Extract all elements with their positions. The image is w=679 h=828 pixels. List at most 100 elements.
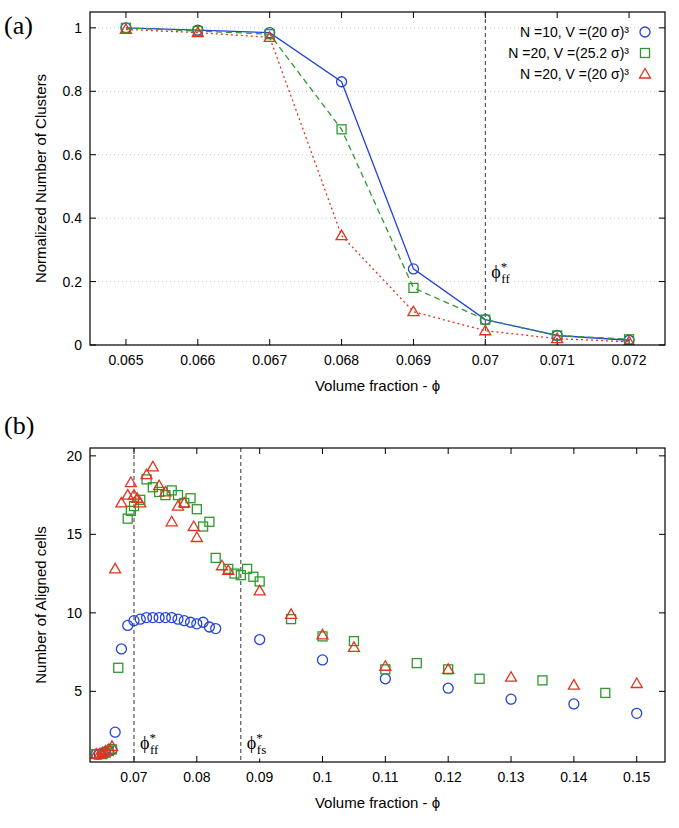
x-tick-label: 0.09 [246,769,273,785]
data-point [408,306,419,316]
x-tick-label: 0.12 [435,769,462,785]
x-tick [322,756,323,762]
data-point [154,480,165,490]
x-tick [557,12,558,18]
data-point [110,563,121,573]
data-point [205,517,214,526]
grid-line [90,218,665,219]
annotation-sub: ff [150,742,159,757]
x-tick [448,756,449,762]
panel-label: (a) [4,11,33,40]
data-point [110,727,120,737]
annotation-symbol: ϕ [491,262,500,282]
y-tick [659,455,665,456]
x-tick [511,756,512,762]
data-point [211,624,221,634]
data-point [336,230,347,240]
data-point [552,333,563,343]
data-point [475,674,484,683]
grid-line [90,91,665,92]
data-point [120,24,131,33]
data-point [318,655,328,665]
data-point [348,642,359,652]
annotation-line [485,12,486,345]
x-tick [413,339,414,345]
data-point [481,315,490,324]
y-tick [90,218,96,219]
y-tick [90,91,96,92]
legend-label: N =20, V =(25.2 σ)³ [508,45,629,61]
x-axis-title: Volume fraction - ϕ [315,794,440,811]
data-point [223,565,234,575]
data-point [173,614,183,624]
x-tick-label: 0.13 [497,769,524,785]
y-tick [90,612,96,613]
x-tick [573,756,574,762]
annotation-symbol: ϕ [140,733,149,753]
data-point [287,615,296,624]
y-tick-label: 20 [66,448,82,464]
annotation-bg [139,729,160,758]
data-point [129,616,139,626]
panel-label: (b) [4,411,34,440]
x-tick [197,339,198,345]
series-line [126,28,629,339]
plot-area [91,448,642,762]
y-tick-label: 10 [66,605,82,621]
x-tick [573,448,574,454]
x-tick [322,448,323,454]
series-line [126,29,629,341]
annotation: ϕ*ff [491,259,510,286]
plot-area [120,12,634,345]
data-point [254,585,265,595]
y-tick [659,91,665,92]
data-point [568,680,579,690]
y-tick-label: 1 [74,20,82,36]
y-tick [90,27,96,28]
grid-line [90,154,665,155]
x-tick [269,12,270,18]
annotation: ϕ*fs [247,730,266,757]
legend-marker [640,27,650,37]
data-point [166,516,177,526]
x-tick-label: 0.067 [252,352,287,368]
x-tick [636,448,637,454]
data-point [317,629,328,639]
annotation-sub: fs [257,742,266,757]
series-line [126,28,629,340]
x-tick [385,448,386,454]
data-point [179,616,189,626]
data-point [188,521,199,531]
data-point [506,672,517,682]
x-tick [413,12,414,18]
x-tick [629,12,630,18]
annotation-bg [490,258,511,287]
data-point [264,32,275,42]
annotation-bg [246,729,267,758]
annotation-sub: ff [501,271,510,286]
data-point [538,676,547,685]
y-tick-label: 0 [74,337,82,353]
data-point [380,674,390,684]
data-point [631,678,642,688]
data-point [160,486,171,496]
data-point [624,336,635,345]
x-tick [125,339,126,345]
annotation-line [240,448,241,762]
x-tick [197,12,198,18]
data-point [286,609,297,619]
data-point [191,532,202,542]
x-tick-label: 0.14 [560,769,587,785]
data-point [236,571,245,580]
panel: 0.0650.0660.0670.0680.0690.070.0710.0720… [4,11,665,394]
frame [90,12,665,345]
data-point [186,494,195,503]
x-tick [341,339,342,345]
x-tick-label: 0.11 [372,769,398,785]
data-point [601,688,610,697]
y-tick-label: 15 [66,526,82,542]
data-point [192,619,202,629]
x-tick-label: 0.068 [324,352,359,368]
data-point [506,694,516,704]
data-point [318,632,327,641]
